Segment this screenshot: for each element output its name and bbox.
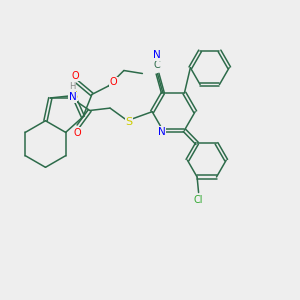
- Text: S: S: [70, 91, 77, 100]
- Text: Cl: Cl: [194, 195, 203, 205]
- Text: N: N: [153, 50, 161, 60]
- Text: O: O: [110, 77, 118, 88]
- Text: O: O: [72, 71, 79, 81]
- Text: N: N: [69, 92, 76, 102]
- Text: C: C: [154, 60, 160, 70]
- Text: S: S: [125, 117, 132, 127]
- Text: O: O: [73, 128, 81, 138]
- Text: H: H: [70, 82, 76, 91]
- Text: N: N: [158, 127, 165, 137]
